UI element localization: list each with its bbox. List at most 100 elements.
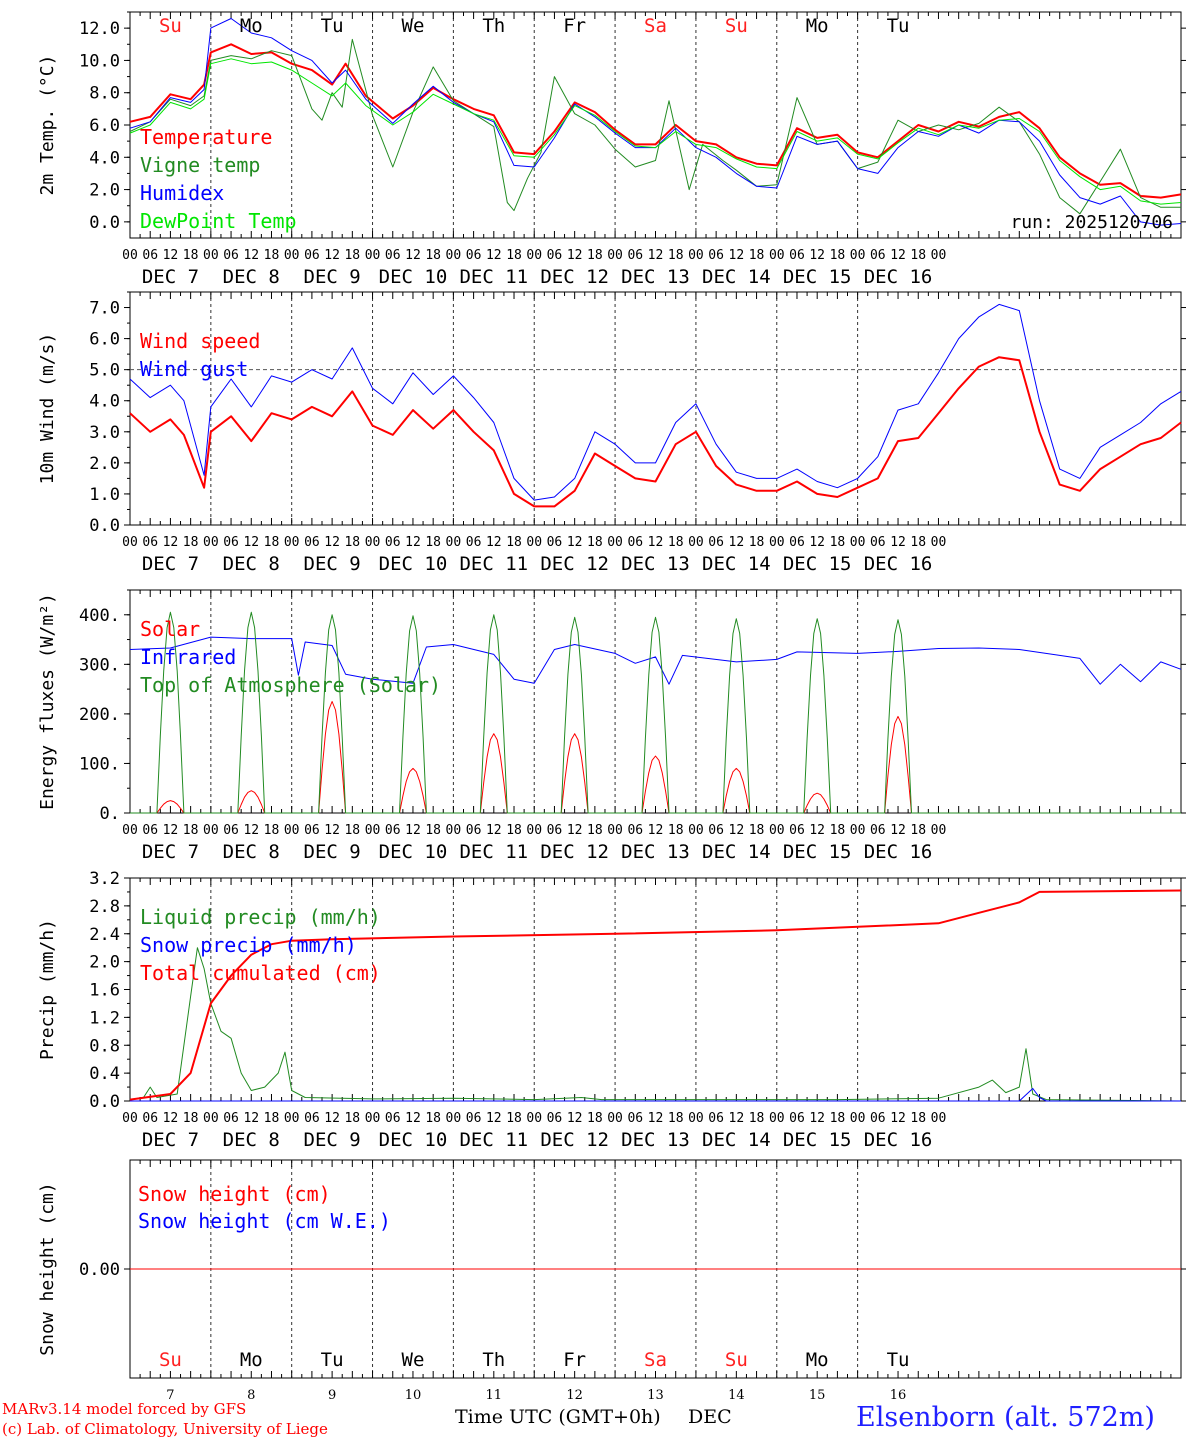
legend-entry: Infrared xyxy=(140,645,236,669)
hour-tick-label: 06 xyxy=(385,1111,401,1126)
weekday-label: We xyxy=(402,15,425,37)
y-tick-label: 2.0 xyxy=(89,953,120,973)
y-tick-label: 1.6 xyxy=(89,981,120,1001)
date-label: DEC 14 xyxy=(702,553,771,575)
hour-tick-label: 12 xyxy=(890,1111,906,1126)
hour-tick-label: 00 xyxy=(688,823,704,838)
hour-tick-label: 12 xyxy=(729,1111,745,1126)
hour-tick-label: 06 xyxy=(466,1111,482,1126)
weekday-label: Fr xyxy=(563,1349,586,1371)
date-label: DEC 9 xyxy=(304,266,361,288)
y-tick-label: 3.0 xyxy=(89,423,120,443)
legend-entry: Wind gust xyxy=(140,357,248,381)
hour-tick-label: 12 xyxy=(163,535,179,550)
hour-tick-label: 06 xyxy=(304,535,320,550)
weekday-label: Th xyxy=(482,15,505,37)
day-number-label: 10 xyxy=(405,1388,422,1403)
weekday-label: Sa xyxy=(644,15,667,37)
hour-tick-label: 12 xyxy=(809,1111,825,1126)
date-label: DEC 8 xyxy=(223,266,280,288)
hour-tick-label: 06 xyxy=(789,1111,805,1126)
y-axis-label: 10m Wind (m/s) xyxy=(37,333,58,485)
hour-tick-label: 06 xyxy=(142,823,158,838)
hour-tick-label: 00 xyxy=(122,1111,138,1126)
hour-tick-label: 06 xyxy=(142,535,158,550)
hour-tick-label: 12 xyxy=(486,1111,502,1126)
hour-tick-label: 12 xyxy=(405,535,421,550)
date-label: DEC 7 xyxy=(142,266,199,288)
date-label: DEC 13 xyxy=(621,1129,690,1151)
lab-credit: (c) Lab. of Climatology, University of L… xyxy=(2,1420,328,1438)
date-label: DEC 11 xyxy=(459,266,528,288)
legend-entry: Snow height (cm) xyxy=(138,1182,331,1206)
hour-tick-label: 00 xyxy=(850,1111,866,1126)
hour-tick-label: 06 xyxy=(708,248,724,263)
day-number-label: 14 xyxy=(728,1388,745,1403)
y-tick-label: 0.8 xyxy=(89,1036,120,1056)
y-tick-label: 8.0 xyxy=(89,84,120,104)
hour-tick-label: 00 xyxy=(203,1111,219,1126)
hour-tick-label: 18 xyxy=(587,248,603,263)
y-tick-label: 2.4 xyxy=(89,925,120,945)
hour-tick-label: 06 xyxy=(547,823,563,838)
date-label: DEC 8 xyxy=(223,841,280,863)
hour-tick-label: 06 xyxy=(789,823,805,838)
date-label: DEC 15 xyxy=(783,1129,852,1151)
y-tick-label: 3.2 xyxy=(89,869,120,889)
hour-tick-label: 00 xyxy=(203,823,219,838)
hour-tick-label: 06 xyxy=(627,823,643,838)
hour-tick-label: 18 xyxy=(506,248,522,263)
date-label: DEC 16 xyxy=(864,266,933,288)
date-label: DEC 13 xyxy=(621,841,690,863)
series-line-total-cumulated-cm- xyxy=(129,889,1182,1101)
y-tick-label: 0. xyxy=(100,804,120,824)
hour-tick-label: 00 xyxy=(607,1111,623,1126)
hour-tick-label: 00 xyxy=(365,1111,381,1126)
y-axis-label: Precip (mm/h) xyxy=(37,919,58,1060)
hour-tick-label: 00 xyxy=(122,535,138,550)
legend-entry: Liquid precip (mm/h) xyxy=(140,905,381,929)
weekday-label: Su xyxy=(725,15,748,37)
date-label: DEC 14 xyxy=(702,841,771,863)
date-label: DEC 12 xyxy=(540,553,609,575)
date-label: DEC 12 xyxy=(540,266,609,288)
hour-tick-label: 18 xyxy=(344,1111,360,1126)
hour-tick-label: 06 xyxy=(627,248,643,263)
hour-tick-label: 06 xyxy=(385,823,401,838)
hour-tick-label: 06 xyxy=(304,823,320,838)
legend-entry: Snow precip (mm/h) xyxy=(140,933,357,957)
hour-tick-label: 06 xyxy=(466,535,482,550)
legend-entry: Humidex xyxy=(140,181,224,205)
station-name: Elsenborn (alt. 572m) xyxy=(856,1402,1155,1433)
hour-tick-label: 18 xyxy=(668,1111,684,1126)
day-number-label: 8 xyxy=(247,1388,255,1403)
hour-tick-label: 06 xyxy=(708,1111,724,1126)
weekday-label: Tu xyxy=(887,1349,910,1371)
y-tick-label: 2.0 xyxy=(89,454,120,474)
hour-tick-label: 06 xyxy=(385,248,401,263)
legend-entry: Vigne temp xyxy=(140,153,260,177)
series-line-temperature xyxy=(129,43,1182,199)
hour-tick-label: 00 xyxy=(607,535,623,550)
series-line-wind-gust xyxy=(129,303,1182,501)
hour-tick-label: 18 xyxy=(264,535,280,550)
y-tick-label: 10.0 xyxy=(79,51,120,71)
date-label: DEC 16 xyxy=(864,1129,933,1151)
y-tick-label: 0.0 xyxy=(89,213,120,233)
hour-tick-label: 18 xyxy=(506,1111,522,1126)
hour-tick-label: 12 xyxy=(324,248,340,263)
hour-tick-label: 06 xyxy=(547,1111,563,1126)
hour-tick-label: 18 xyxy=(264,1111,280,1126)
hour-tick-label: 00 xyxy=(365,535,381,550)
hour-tick-label: 00 xyxy=(446,248,462,263)
hour-tick-label: 12 xyxy=(648,248,664,263)
hour-tick-label: 12 xyxy=(324,823,340,838)
hour-tick-label: 18 xyxy=(668,823,684,838)
hour-tick-label: 06 xyxy=(870,1111,886,1126)
model-credit: MARv3.14 model forced by GFS xyxy=(2,1400,247,1418)
x-axis-label: Time UTC (GMT+0h) xyxy=(455,1406,661,1428)
date-label: DEC 9 xyxy=(304,841,361,863)
y-tick-label: 5.0 xyxy=(89,361,120,381)
hour-tick-label: 12 xyxy=(648,1111,664,1126)
